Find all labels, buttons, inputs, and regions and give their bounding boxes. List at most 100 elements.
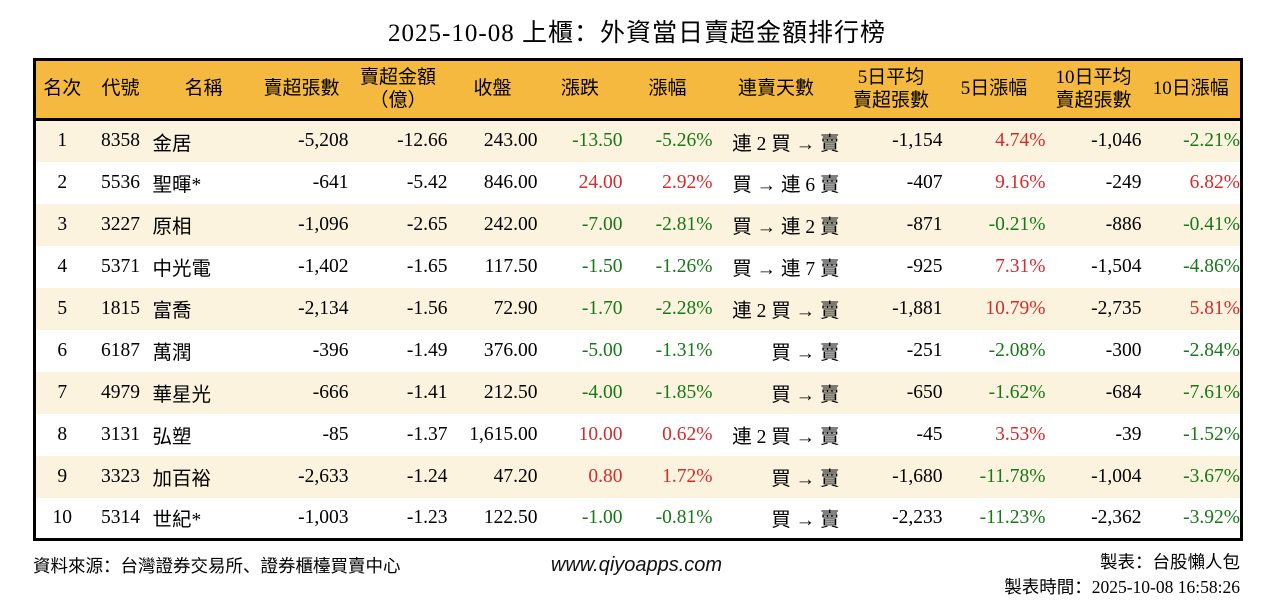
cell-change: -7.00: [581, 213, 623, 235]
cell-pct5: 3.53%: [995, 423, 1046, 445]
cell-close: 72.90: [493, 297, 538, 319]
cell-name: 華星光: [152, 385, 212, 406]
data-source-note: 資料來源：台灣證券交易所、證券櫃檯買賣中心: [33, 556, 401, 576]
cell-pct5: -11.23%: [979, 506, 1046, 528]
column-header-close: 收盤: [447, 59, 538, 121]
cell-sell_volume: -5,208: [298, 130, 349, 152]
cell-pct5: -2.08%: [988, 339, 1046, 361]
column-header-avg5: 5日平均 賣超張數: [839, 59, 943, 121]
cell-avg10: -1,004: [1091, 465, 1142, 487]
table-header: 名次 代號 名稱 賣超張數 賣超金額 （億） 收盤 漲跌 漲幅 連賣天數 5日平均 賣超張數 5日漲…: [34, 59, 1242, 121]
cell-avg5: -251: [906, 339, 943, 361]
cell-sell_volume: -1,096: [298, 213, 349, 235]
cell-name: 弘塑: [152, 427, 192, 448]
cell-change: 24.00: [578, 171, 623, 193]
cell-rank: 3: [57, 213, 68, 235]
cell-sell_amount: -1.24: [406, 465, 448, 487]
cell-avg10: -249: [1105, 171, 1142, 193]
column-header-change_pct: 漲幅: [622, 59, 713, 121]
cell-rank: 2: [57, 171, 68, 193]
cell-pct5: 9.16%: [995, 171, 1046, 193]
table-row: 1 8358 金居 -5,208 -12.66 243.00 -13.50 -5.26% 連 2…: [34, 119, 1242, 162]
cell-pct5: 4.74%: [995, 130, 1046, 152]
cell-avg10: -300: [1105, 339, 1142, 361]
cell-sell_amount: -1.23: [406, 506, 448, 528]
cell-change_pct: -1.31%: [655, 339, 713, 361]
cell-streak: 買 → 賣: [771, 469, 840, 490]
report-timestamp: 製表時間：2025-10-08 16:58:26: [1004, 576, 1240, 597]
cell-close: 243.00: [483, 130, 538, 152]
cell-name: 中光電: [152, 259, 212, 280]
cell-name: 萬潤: [152, 343, 192, 364]
cell-name: 聖暉*: [152, 175, 202, 196]
cell-sell_amount: -5.42: [406, 171, 448, 193]
cell-sell_volume: -641: [312, 171, 349, 193]
cell-streak: 買 → 連 7 賣: [732, 259, 840, 280]
cell-change_pct: 2.92%: [662, 171, 713, 193]
cell-avg10: -2,362: [1091, 506, 1142, 528]
cell-rank: 8: [57, 423, 68, 445]
cell-rank: 4: [57, 255, 68, 277]
cell-streak: 連 2 買 → 賣: [732, 133, 840, 155]
cell-avg10: -886: [1105, 213, 1142, 235]
cell-rank: 6: [57, 339, 68, 361]
cell-rank: 1: [57, 130, 68, 152]
cell-code: 3323: [101, 465, 140, 487]
cell-streak: 買 → 連 6 賣: [732, 175, 840, 196]
cell-sell_amount: -12.66: [397, 130, 448, 152]
cell-avg5: -650: [906, 381, 943, 403]
cell-avg10: -1,504: [1091, 255, 1142, 277]
footer: 資料來源：台灣證券交易所、證券櫃檯買賣中心 www.qiyoapps.com 製…: [33, 550, 1240, 600]
cell-streak: 買 → 連 2 賣: [732, 217, 840, 238]
cell-avg5: -1,680: [892, 465, 943, 487]
table-row: 5 1815 富喬 -2,134 -1.56 72.90 -1.70 -2.28% 連 2 買 …: [34, 287, 1242, 330]
cell-pct10: -3.92%: [1183, 506, 1240, 528]
cell-avg5: -45: [916, 423, 943, 445]
table-row: 9 3323 加百裕 -2,633 -1.24 47.20 0.80 1.72% 買 → 賣 -1…: [34, 455, 1242, 498]
cell-pct10: -2.21%: [1183, 130, 1240, 152]
cell-change_pct: -5.26%: [655, 130, 713, 152]
cell-streak: 連 2 買 → 賣: [732, 427, 840, 448]
cell-code: 4979: [101, 381, 140, 403]
cell-pct5: -0.21%: [988, 213, 1046, 235]
cell-change: -1.70: [581, 297, 623, 319]
cell-change: -1.50: [581, 255, 623, 277]
cell-pct10: -0.41%: [1183, 213, 1240, 235]
cell-rank: 7: [57, 381, 68, 403]
column-header-pct5: 5日漲幅: [942, 59, 1046, 121]
table-row: 7 4979 華星光 -666 -1.41 212.50 -4.00 -1.85% 買 → 賣 -…: [34, 371, 1242, 414]
cell-pct5: -11.78%: [979, 465, 1046, 487]
table-row: 4 5371 中光電 -1,402 -1.65 117.50 -1.50 -1.26% 買 → …: [34, 245, 1242, 288]
report-credit: 製表：台股懶人包 製表時間：2025-10-08 16:58:26: [722, 550, 1240, 600]
cell-pct10: -2.84%: [1183, 339, 1240, 361]
table-row: 2 5536 聖暉* -641 -5.42 846.00 24.00 2.92% 買 → 連 6…: [34, 161, 1242, 204]
cell-code: 8358: [101, 130, 140, 152]
cell-change: -1.00: [581, 506, 623, 528]
cell-avg10: -39: [1115, 423, 1142, 445]
cell-code: 3131: [101, 423, 140, 445]
column-header-streak: 連賣天數: [712, 59, 840, 121]
cell-change_pct: -0.81%: [655, 506, 713, 528]
cell-avg10: -2,735: [1091, 297, 1142, 319]
table-row: 3 3227 原相 -1,096 -2.65 242.00 -7.00 -2.81% 買 → 連…: [34, 203, 1242, 246]
cell-change: -4.00: [581, 381, 623, 403]
report-maker: 製表：台股懶人包: [1100, 552, 1240, 572]
cell-sell_amount: -2.65: [406, 213, 448, 235]
cell-pct10: -7.61%: [1183, 381, 1240, 403]
cell-change_pct: -1.85%: [655, 381, 713, 403]
header-row: 名次 代號 名稱 賣超張數 賣超金額 （億） 收盤 漲跌 漲幅 連賣天數 5日平均 賣超張數 5日漲…: [34, 59, 1242, 121]
cell-change: -5.00: [581, 339, 623, 361]
column-header-avg10: 10日平均 賣超張數: [1045, 59, 1142, 121]
cell-avg5: -407: [906, 171, 943, 193]
cell-sell_volume: -2,633: [298, 465, 349, 487]
cell-close: 242.00: [483, 213, 538, 235]
cell-change: -13.50: [572, 130, 623, 152]
column-header-code: 代號: [88, 59, 153, 121]
cell-code: 5536: [101, 171, 140, 193]
cell-avg5: -2,233: [892, 506, 943, 528]
column-header-change: 漲跌: [537, 59, 623, 121]
cell-pct10: 5.81%: [1189, 297, 1240, 319]
cell-pct5: -1.62%: [988, 381, 1046, 403]
cell-sell_amount: -1.37: [406, 423, 448, 445]
cell-close: 1,615.00: [469, 423, 538, 445]
